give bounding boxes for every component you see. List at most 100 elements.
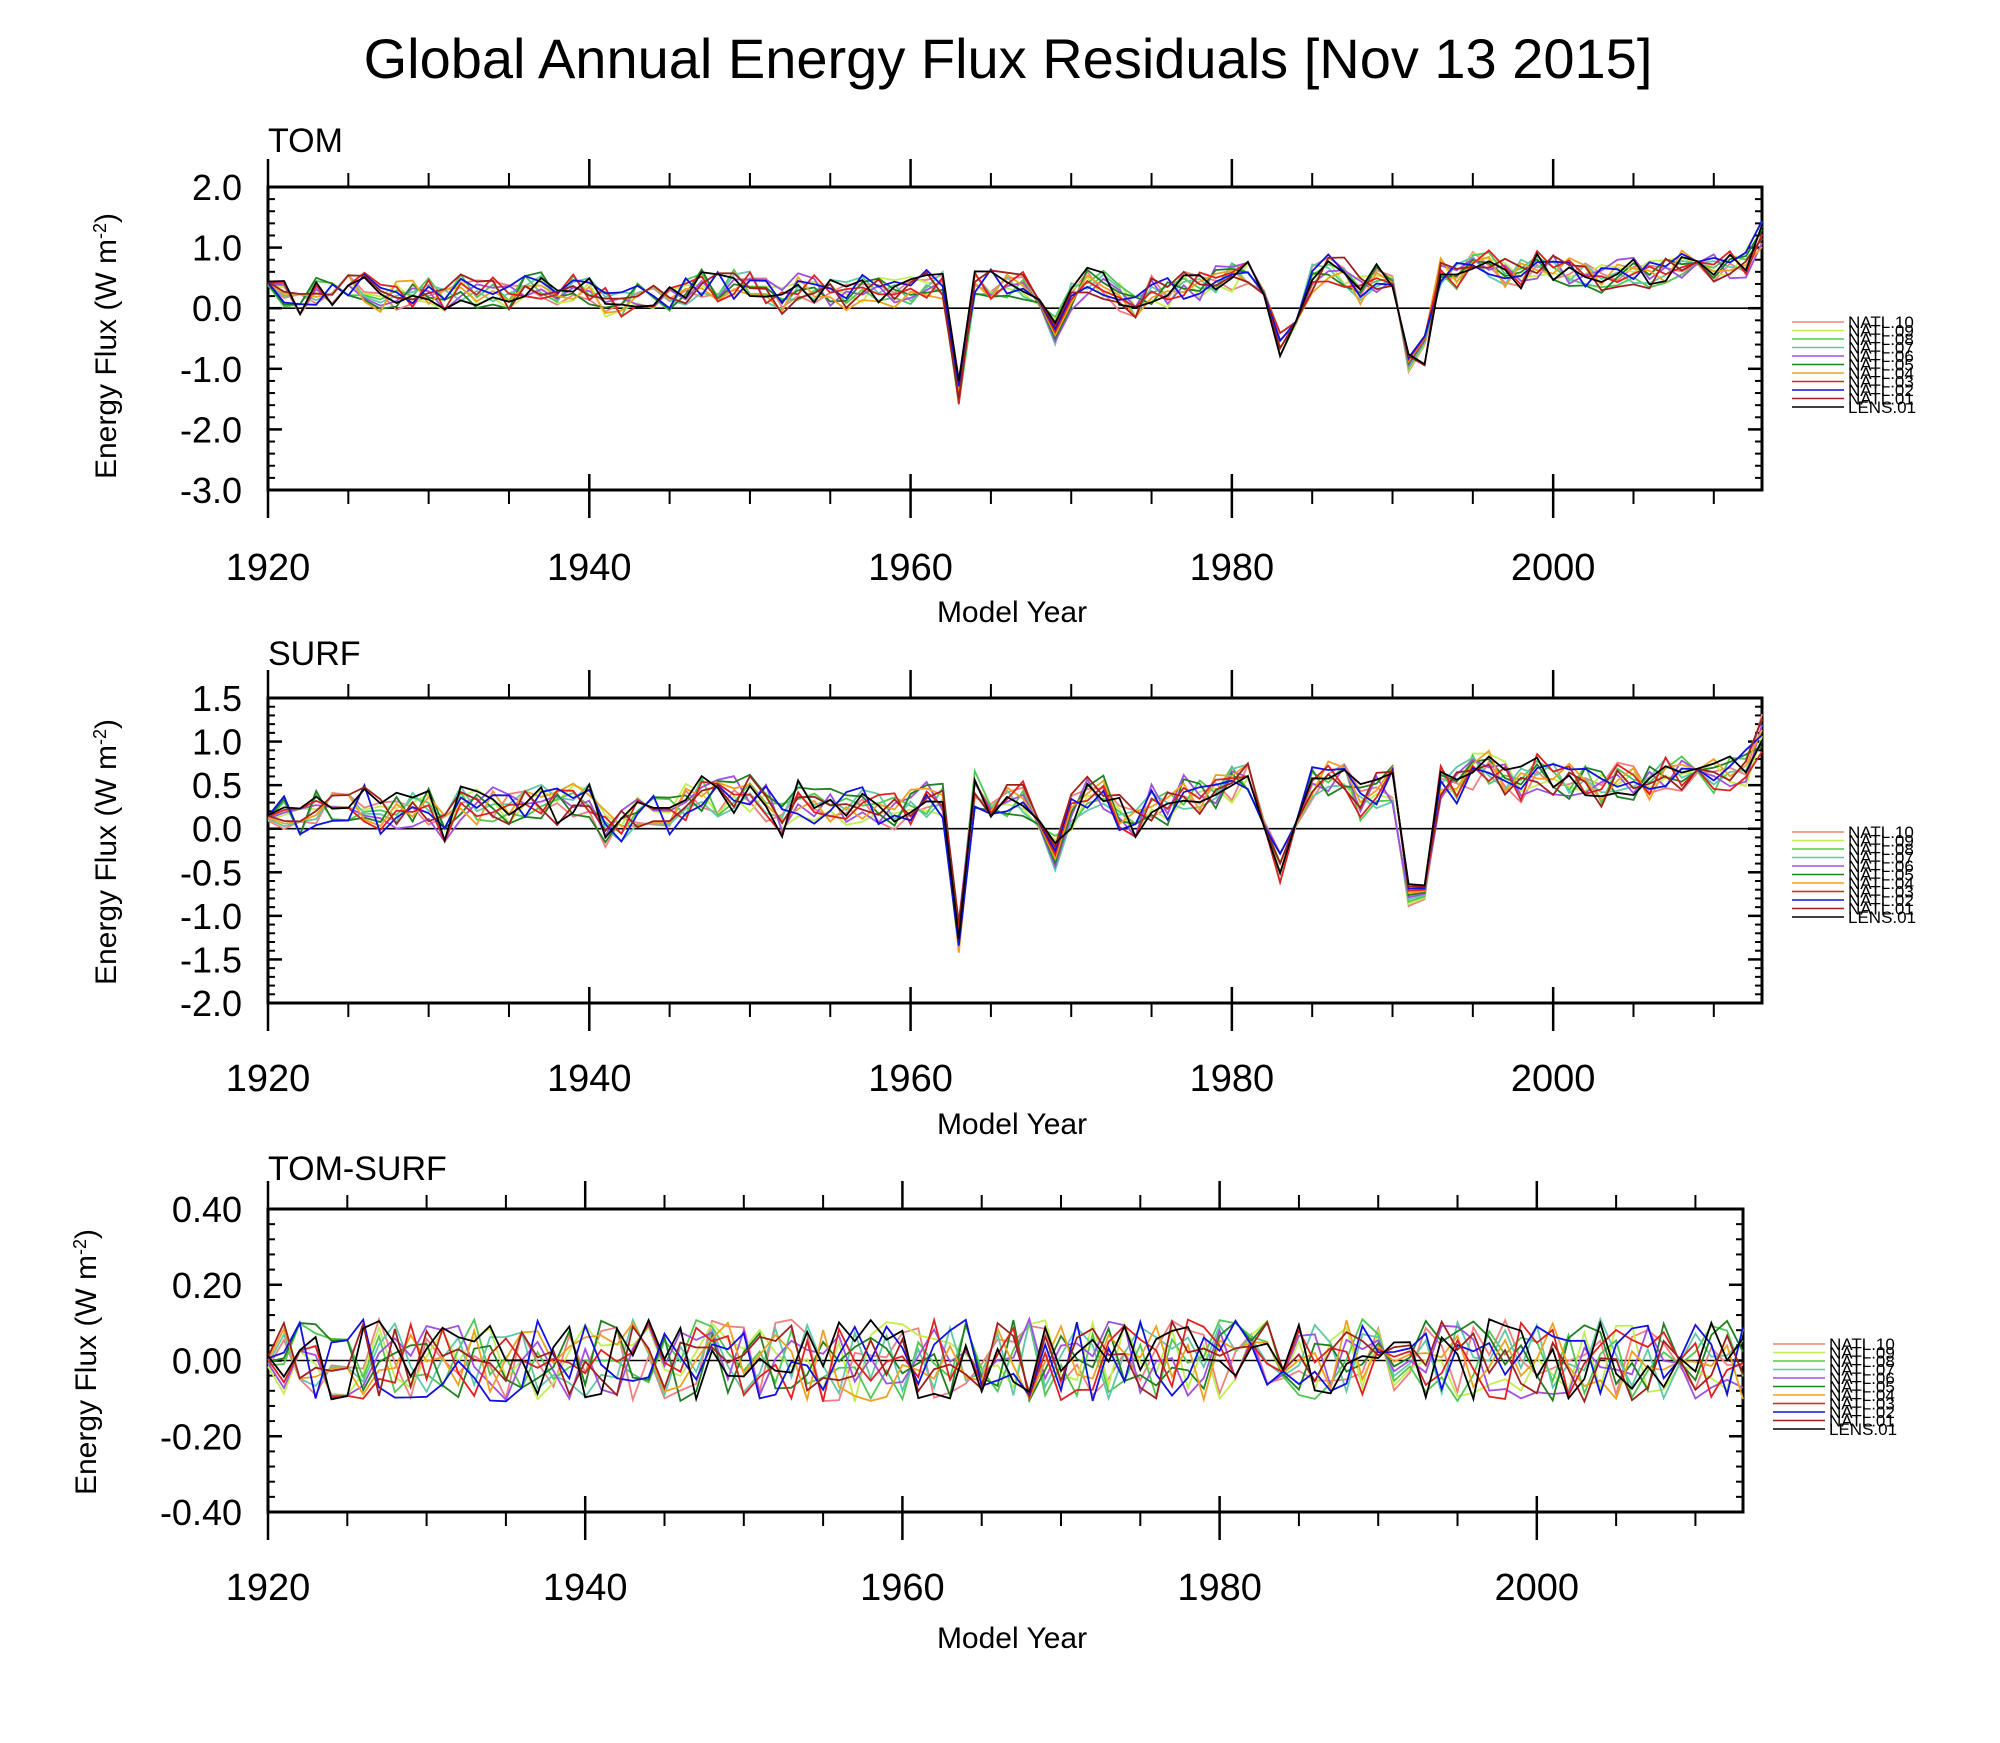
- y-tick-label: -0.20: [160, 1416, 242, 1457]
- series-line-lens-01: [267, 739, 1763, 939]
- y-tick-label: 1.5: [192, 678, 242, 719]
- legend-label: NATL.02: [1848, 891, 1914, 910]
- x-tick-label: 1920: [226, 547, 311, 589]
- legend-label: NATL.06: [1829, 1369, 1895, 1388]
- y-tick-label: -2.0: [180, 409, 242, 450]
- legend-label: NATL.03: [1848, 373, 1914, 392]
- legend-label: NATL.09: [1848, 322, 1914, 341]
- legend-label: NATL.10: [1848, 823, 1914, 842]
- y-tick-label: 0.0: [192, 288, 242, 329]
- y-tick-label: 0.0: [192, 809, 242, 850]
- x-axis-label-tom: Model Year: [937, 596, 1087, 629]
- panel-title-surf: SURF: [268, 635, 361, 673]
- y-tick-label: 2.0: [192, 167, 242, 208]
- panel-tom: TOM Energy Flux (W m-2) Model Year 2.0 1.…: [90, 122, 1916, 629]
- series-line-natl-04: [267, 1319, 1744, 1403]
- y-tick-label: -1.0: [180, 349, 242, 390]
- legend-label: NATL.08: [1848, 840, 1914, 859]
- legend-label: NATL.10: [1829, 1335, 1895, 1354]
- legend-label: NATL.06: [1848, 857, 1914, 876]
- panel-surf: SURF Energy Flux (W m-2) Model Year 1.5 1…: [90, 635, 1916, 1141]
- legend-label: NATL.03: [1829, 1395, 1895, 1414]
- x-tick-label: 1980: [1190, 547, 1275, 589]
- series-line-natl-04: [267, 246, 1763, 393]
- legend-label: NATL.06: [1848, 347, 1914, 366]
- series-line-natl-08: [267, 719, 1763, 929]
- y-axis-label-surf: Energy Flux (W m-2): [90, 719, 123, 985]
- y-tick-label: -2.0: [180, 983, 242, 1024]
- legend-label: NATL.09: [1829, 1344, 1895, 1363]
- x-tick-label: 1920: [226, 1567, 311, 1609]
- panel-tom-surf: TOM-SURF Energy Flux (W m-2) Model Year …: [70, 1150, 1897, 1655]
- x-axis-label-tom-surf: Model Year: [937, 1622, 1087, 1655]
- series-line-lens-01: [267, 224, 1763, 381]
- legend-label: LENS.01: [1829, 1420, 1897, 1439]
- legend-label: NATL.07: [1829, 1361, 1895, 1380]
- legend-label: NATL.04: [1848, 874, 1914, 893]
- x-tick-label: 1960: [868, 547, 953, 589]
- legend-label: NATL.07: [1848, 849, 1914, 868]
- series-line-natl-06: [267, 1316, 1744, 1402]
- series-line-natl-02: [267, 220, 1763, 387]
- series-line-natl-04: [267, 729, 1763, 953]
- legend-label: LENS.01: [1848, 908, 1916, 927]
- series-line-natl-09: [267, 221, 1763, 392]
- series-line-natl-08: [267, 238, 1763, 404]
- y-tick-label: -0.40: [160, 1492, 242, 1533]
- legend-label: NATL.05: [1848, 866, 1914, 885]
- x-tick-label: 2000: [1511, 1058, 1596, 1100]
- series-line-natl-05: [267, 1319, 1744, 1404]
- series-line-natl-01: [267, 237, 1763, 399]
- x-tick-label: 1940: [543, 1567, 628, 1609]
- y-tick-label: 0.20: [172, 1265, 242, 1306]
- legend-label: NATL.04: [1829, 1386, 1895, 1405]
- legend-label: NATL.05: [1829, 1378, 1895, 1397]
- series-line-natl-08: [267, 1317, 1744, 1403]
- legend-label: NATL.10: [1848, 313, 1914, 332]
- y-tick-label: -1.5: [180, 939, 242, 980]
- series-line-natl-03: [267, 751, 1763, 931]
- x-tick-label: 1940: [547, 1058, 632, 1100]
- series-line-natl-01: [267, 718, 1763, 924]
- x-tick-label: 1980: [1177, 1567, 1262, 1609]
- legend-label: NATL.01: [1848, 390, 1914, 409]
- legend-label: NATL.08: [1848, 330, 1914, 349]
- x-tick-label: 1980: [1190, 1058, 1275, 1100]
- x-tick-label: 1960: [860, 1567, 945, 1609]
- series-line-natl-03: [267, 1316, 1744, 1402]
- legend-label: NATL.07: [1848, 339, 1914, 358]
- y-tick-label: 1.0: [192, 228, 242, 269]
- x-tick-label: 1960: [868, 1058, 953, 1100]
- x-tick-label: 2000: [1495, 1567, 1580, 1609]
- legend-label: NATL.03: [1848, 883, 1914, 902]
- panel-title-tom: TOM: [268, 122, 343, 160]
- plot-frame: [266, 185, 1764, 492]
- legend-label: NATL.08: [1829, 1352, 1895, 1371]
- legend-label: NATL.01: [1829, 1412, 1895, 1431]
- legend-label: NATL.02: [1848, 381, 1914, 400]
- y-tick-label: -0.5: [180, 852, 242, 893]
- panel-title-tom-surf: TOM-SURF: [268, 1150, 447, 1188]
- legend-label: NATL.02: [1829, 1403, 1895, 1422]
- y-tick-label: -1.0: [180, 896, 242, 937]
- series-line-lens-01: [267, 1317, 1744, 1403]
- x-tick-label: 2000: [1511, 547, 1596, 589]
- x-tick-label: 1920: [226, 1058, 311, 1100]
- legend-label: LENS.01: [1848, 398, 1916, 417]
- y-tick-label: 0.00: [172, 1341, 242, 1382]
- series-line-natl-02: [267, 1317, 1744, 1403]
- series-line-natl-06: [267, 724, 1763, 922]
- y-axis-label-tom-surf: Energy Flux (W m-2): [70, 1229, 103, 1495]
- legend-label: NATL.09: [1848, 832, 1914, 851]
- figure-title: Global Annual Energy Flux Residuals [Nov…: [364, 27, 1653, 90]
- x-tick-label: 1940: [547, 547, 632, 589]
- legend-label: NATL.01: [1848, 900, 1914, 919]
- y-tick-label: 0.40: [172, 1189, 242, 1230]
- series-line-natl-03: [267, 233, 1763, 405]
- legend-label: NATL.04: [1848, 364, 1914, 383]
- series-line-natl-10: [267, 713, 1763, 937]
- x-axis-label-surf: Model Year: [937, 1108, 1087, 1141]
- y-tick-label: -3.0: [180, 470, 242, 511]
- y-tick-label: 0.5: [192, 765, 242, 806]
